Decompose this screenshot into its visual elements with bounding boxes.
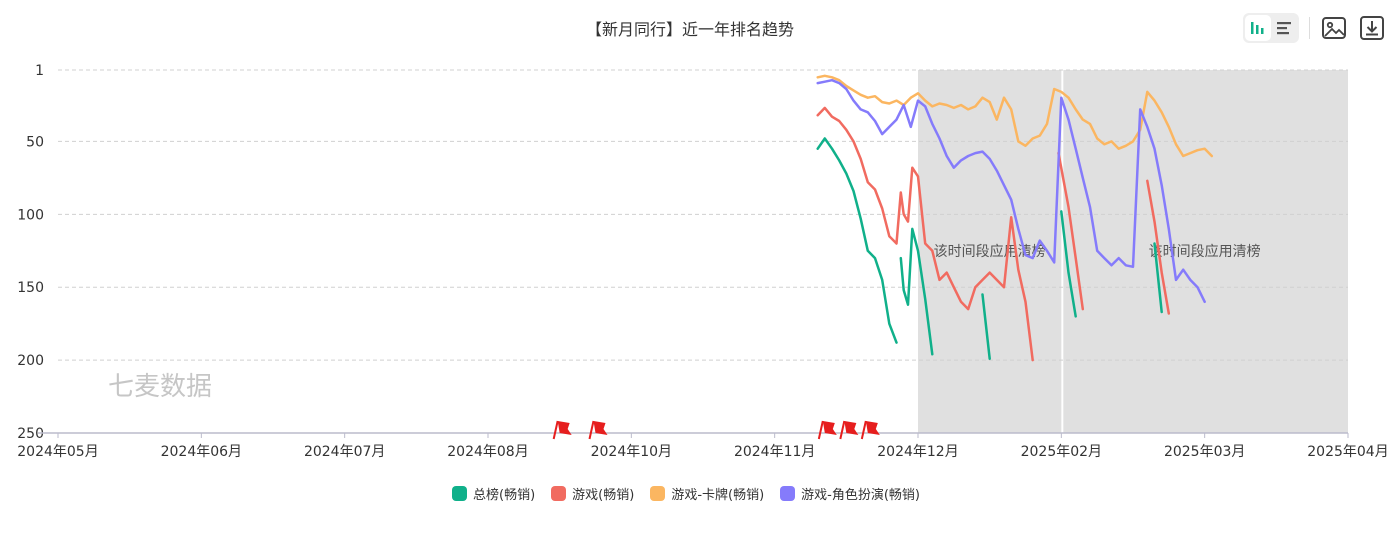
x-tick-label: 2025年02月 [1021, 444, 1102, 460]
watermark: 七麦数据 [108, 372, 212, 402]
legend-swatch [650, 486, 666, 501]
view-mode-toggle [1243, 13, 1299, 43]
legend-label: 总榜(畅销) [473, 488, 536, 503]
chart-toolbar [1243, 13, 1386, 43]
series-line [816, 78, 1206, 304]
toolbar-divider [1309, 17, 1310, 39]
y-tick-label: 150 [17, 280, 44, 296]
axes: 2024年05月 2024年06月 2024年07月 2024年08月 2024年10月… [17, 432, 1389, 460]
legend-swatch [780, 486, 796, 501]
legend: 总榜(畅销) 游戏(畅销) 游戏-卡牌(畅销) 游戏-角色扮演(畅销) [0, 484, 1372, 503]
y-tick-label: 250 [17, 426, 44, 442]
shaded-region [1063, 70, 1348, 433]
bar-chart-icon [1251, 22, 1264, 34]
legend-label: 游戏-角色扮演(畅销) [801, 488, 920, 503]
flag-marker [552, 420, 572, 440]
shaded-region [918, 70, 1062, 433]
list-icon [1277, 22, 1291, 35]
x-tick-label: 2024年11月 [734, 444, 815, 460]
flag-marker [817, 420, 837, 440]
series-line [1057, 151, 1085, 311]
legend-swatch [551, 486, 567, 501]
download-icon [1360, 16, 1384, 40]
legend-label: 游戏-卡牌(畅销) [671, 488, 765, 503]
series-line [1146, 179, 1171, 315]
legend-item[interactable]: 游戏-角色扮演(畅销) [780, 484, 920, 503]
image-download-icon [1322, 17, 1346, 39]
bar-chart-view-button[interactable] [1245, 15, 1271, 41]
y-tick-label: 200 [17, 353, 44, 369]
x-tick-label: 2024年06月 [161, 444, 242, 460]
series-line [899, 227, 934, 356]
y-tick-label: 100 [17, 207, 44, 223]
legend-label: 游戏(畅销) [572, 488, 635, 503]
legend-item[interactable]: 游戏(畅销) [551, 484, 634, 503]
flag-marker [839, 420, 859, 440]
series-line [1153, 242, 1163, 314]
shaded-region-label: 该时间段应用清榜 [1149, 243, 1261, 260]
x-tick-label: 2025年03月 [1164, 444, 1245, 460]
x-tick-label: 2024年12月 [877, 444, 958, 460]
series-line [981, 293, 991, 360]
event-markers [552, 420, 880, 440]
x-tick-label: 2024年05月 [17, 444, 98, 460]
x-tick-label: 2025年04月 [1307, 444, 1388, 460]
export-data-button[interactable] [1358, 14, 1386, 42]
save-image-button[interactable] [1320, 14, 1348, 42]
x-tick-label: 2024年10月 [591, 444, 672, 460]
list-view-button[interactable] [1271, 15, 1297, 41]
series-lines [816, 74, 1214, 362]
legend-item[interactable]: 游戏-卡牌(畅销) [650, 484, 764, 503]
y-tick-label: 1 [35, 63, 44, 79]
legend-swatch [452, 486, 467, 501]
y-tick-label: 50 [26, 134, 44, 150]
series-line [816, 137, 898, 344]
x-tick-label: 2024年07月 [304, 444, 385, 460]
x-tick-label: 2024年08月 [447, 444, 528, 460]
flag-marker [860, 420, 880, 440]
series-line [816, 74, 1214, 158]
series-line [816, 106, 1034, 362]
shaded-regions: 该时间段应用清榜 该时间段应用清榜 [918, 70, 1348, 433]
legend-item[interactable]: 总榜(畅销) [452, 484, 535, 503]
flag-marker [588, 420, 608, 440]
series-line [1060, 210, 1077, 318]
chart-title: 【新月同行】近一年排名趋势 [585, 20, 794, 39]
